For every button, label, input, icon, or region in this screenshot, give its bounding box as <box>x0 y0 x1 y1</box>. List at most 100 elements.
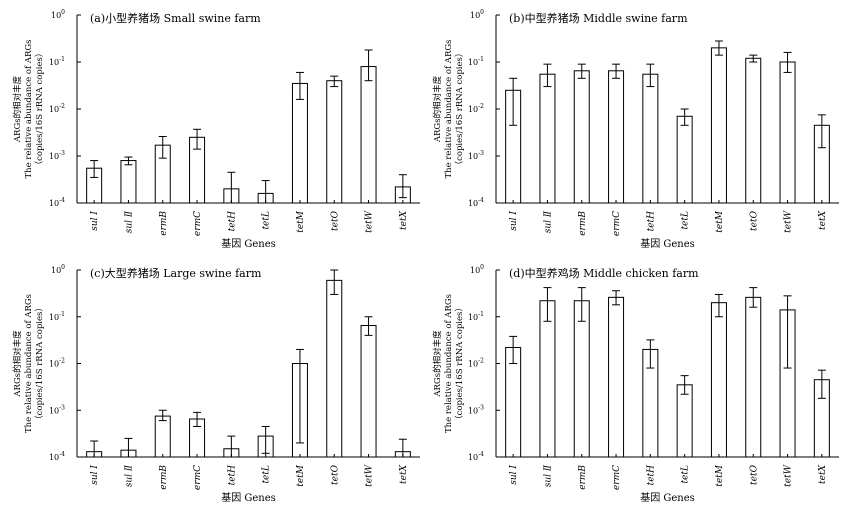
y-tick-label: 10-1 <box>468 56 484 67</box>
y-tick-label: 10-3 <box>49 404 65 415</box>
bar <box>745 57 762 204</box>
y-tick-base: 10 <box>49 406 59 415</box>
bar <box>608 296 625 458</box>
y-tick-label: 100 <box>51 264 65 275</box>
y-tick-base: 10 <box>49 313 59 322</box>
y-axis-label: ARGs的相对丰度 <box>12 330 23 398</box>
bar <box>745 296 762 458</box>
y-tick-exp: -1 <box>59 311 65 318</box>
x-tick-label: tetL <box>681 465 691 484</box>
y-tick-exp: 0 <box>480 264 484 271</box>
y-tick-exp: 0 <box>61 9 65 16</box>
y-tick-base: 10 <box>49 152 59 161</box>
x-tick-label: tetH <box>646 465 656 486</box>
x-tick-label: tetX <box>399 210 409 230</box>
y-tick-label: 10-2 <box>49 103 65 114</box>
y-axis-label: The relative abundance of ARGs <box>24 39 34 178</box>
y-tick-base: 10 <box>468 152 478 161</box>
bar <box>676 384 693 458</box>
y-tick-base: 10 <box>468 360 478 369</box>
y-axis-label: The relative abundance of ARGs <box>24 294 34 433</box>
y-tick-exp: -2 <box>59 103 65 110</box>
bar <box>573 300 590 458</box>
x-tick-label: ermC <box>193 211 203 236</box>
bar <box>120 160 137 204</box>
y-tick-label: 100 <box>51 9 65 20</box>
x-tick-label: sul Ⅱ <box>124 210 134 233</box>
x-tick-label: sul Ⅱ <box>543 464 553 487</box>
y-tick-exp: -1 <box>59 56 65 63</box>
x-tick-label: tetX <box>399 464 409 484</box>
x-tick-label: tetX <box>818 210 828 230</box>
x-tick-label: tetW <box>365 210 375 233</box>
x-tick-label: tetM <box>296 210 306 233</box>
y-tick-label: 10-2 <box>49 358 65 369</box>
y-tick-base: 10 <box>49 199 59 208</box>
y-tick-label: 10-3 <box>468 150 484 161</box>
y-axis-label: ARGs的相对丰度 <box>432 330 443 398</box>
x-tick-label: tetH <box>227 465 237 486</box>
x-tick-label: tetM <box>715 210 725 233</box>
y-tick-exp: -4 <box>59 197 65 204</box>
y-tick-exp: -3 <box>59 150 65 157</box>
y-tick-exp: 0 <box>61 264 65 271</box>
y-tick-base: 10 <box>470 266 480 275</box>
x-tick-label: tetX <box>818 464 828 484</box>
y-tick-base: 10 <box>468 313 478 322</box>
x-tick-label: ermC <box>612 211 622 236</box>
y-tick-base: 10 <box>49 58 59 67</box>
y-tick-base: 10 <box>468 105 478 114</box>
y-axis-label: ARGs的相对丰度 <box>432 75 443 143</box>
bar <box>154 415 171 458</box>
x-tick-label: tetO <box>330 210 340 231</box>
bar <box>291 82 308 204</box>
y-axis-label: ARGs的相对丰度 <box>12 75 23 143</box>
y-tick-label: 10-3 <box>49 150 65 161</box>
y-tick-base: 10 <box>49 453 59 462</box>
y-tick-exp: -1 <box>478 56 484 63</box>
y-tick-label: 10-2 <box>468 358 484 369</box>
x-axis-label: 基因 Genes <box>640 237 695 250</box>
bar <box>539 300 556 458</box>
y-tick-label: 100 <box>470 264 484 275</box>
bar <box>710 47 727 204</box>
x-tick-label: sul Ⅰ <box>90 211 100 231</box>
x-tick-label: tetH <box>227 211 237 232</box>
bar <box>676 115 693 204</box>
y-tick-base: 10 <box>49 360 59 369</box>
x-tick-label: tetO <box>749 210 759 231</box>
bar <box>360 66 377 204</box>
y-tick-label: 100 <box>470 9 484 20</box>
y-tick-exp: -2 <box>478 358 484 365</box>
bar <box>779 61 796 204</box>
x-tick-label: tetO <box>330 464 340 485</box>
x-tick-label: sul Ⅱ <box>543 210 553 233</box>
chart-title: (b)中型养猪场 Middle swine farm <box>509 11 688 25</box>
bar <box>539 73 556 204</box>
y-tick-exp: -4 <box>59 451 65 458</box>
y-tick-base: 10 <box>51 11 61 20</box>
y-tick-label: 10-3 <box>468 404 484 415</box>
x-tick-label: ermB <box>578 465 588 490</box>
y-tick-label: 10-1 <box>49 311 65 322</box>
x-tick-label: sul Ⅰ <box>90 465 100 485</box>
x-axis-label: 基因 Genes <box>640 491 695 504</box>
y-tick-label: 10-2 <box>468 103 484 114</box>
y-tick-base: 10 <box>51 266 61 275</box>
y-tick-label: 10-1 <box>49 56 65 67</box>
x-tick-label: tetM <box>715 464 725 487</box>
y-tick-exp: -3 <box>478 404 484 411</box>
bar <box>710 302 727 458</box>
x-tick-label: sul Ⅱ <box>124 464 134 487</box>
y-axis-label: The relative abundance of ARGs <box>444 294 454 433</box>
y-axis-label: （copies/16S rRNA copies） <box>454 303 465 424</box>
bar <box>360 324 377 458</box>
y-tick-exp: -4 <box>478 451 484 458</box>
x-tick-label: tetL <box>262 465 272 484</box>
y-tick-exp: -3 <box>478 150 484 157</box>
x-tick-label: ermB <box>578 211 588 236</box>
